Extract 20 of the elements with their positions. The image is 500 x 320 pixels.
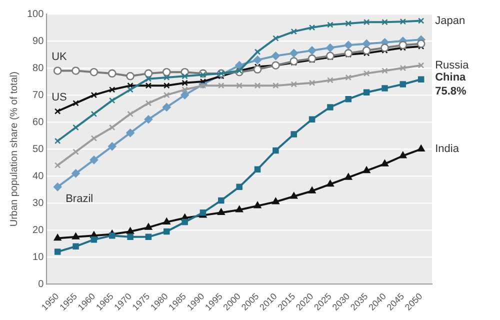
y-axis-title: Urban population share (% of total)	[8, 72, 20, 227]
y-tick-label: 60	[32, 116, 44, 128]
y-tick-label: 40	[32, 170, 44, 182]
y-tick-label: 20	[32, 224, 44, 236]
series-label: India	[435, 143, 460, 156]
y-tick-label: 0	[38, 278, 44, 290]
series-label: Japan	[435, 14, 466, 27]
series-label: US	[52, 91, 67, 104]
y-tick-label: 70	[32, 90, 44, 101]
y-tick-label: 80	[32, 62, 44, 74]
y-tick-label: 10	[32, 252, 44, 263]
y-tick-label: 50	[32, 144, 44, 155]
y-tick-label: 100	[26, 8, 44, 20]
series-label: UK	[52, 50, 68, 63]
series-label: China	[435, 71, 467, 84]
series-label: Brazil	[66, 192, 94, 205]
annotation: 75.8%	[435, 85, 467, 98]
y-tick-label: 90	[32, 36, 44, 47]
y-tick-label: 30	[32, 198, 44, 209]
series-label: Russia	[435, 59, 470, 72]
